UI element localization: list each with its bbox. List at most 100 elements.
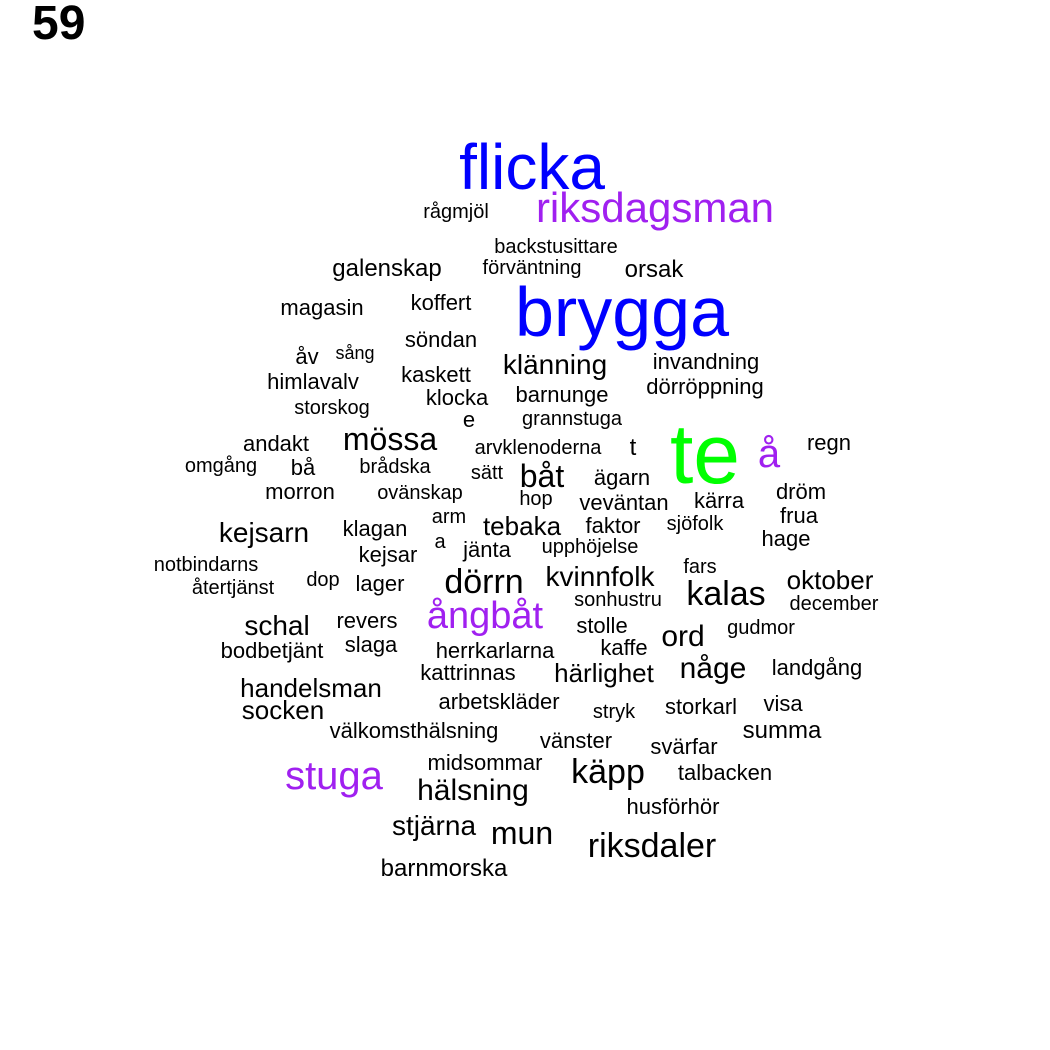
cloud-word-klagan: klagan	[342, 516, 408, 541]
cloud-word-riksdagsman: riksdagsman	[535, 184, 775, 231]
cloud-word-revers: revers	[336, 608, 398, 633]
cloud-word-sjöfolk: sjöfolk	[666, 513, 724, 535]
cloud-word-tebaka: tebaka	[482, 511, 562, 541]
cloud-word-kärra: kärra	[693, 488, 745, 513]
cloud-word-kvinnfolk: kvinnfolk	[545, 561, 655, 592]
cloud-word-jänta: jänta	[463, 537, 511, 562]
cloud-word-vänster: vänster	[539, 728, 613, 753]
cloud-word-åv: åv	[295, 344, 319, 369]
cloud-word-stolle: stolle	[576, 613, 628, 638]
cloud-word-herrkarlarna: herrkarlarna	[435, 638, 555, 663]
cloud-word-koffert: koffert	[410, 290, 472, 315]
cloud-word-orsak: orsak	[624, 256, 684, 283]
cloud-word-sonhustru: sonhustru	[574, 589, 662, 611]
cloud-word-schal: schal	[244, 610, 310, 641]
cloud-word-frua: frua	[780, 503, 818, 528]
cloud-word-brygga: brygga	[514, 273, 730, 351]
cloud-word-återtjänst: återtjänst	[191, 577, 275, 599]
cloud-word-faktor: faktor	[585, 513, 641, 538]
cloud-word-talbacken: talbacken	[677, 760, 773, 785]
cloud-word-mössa: mössa	[342, 421, 438, 457]
cloud-word-galenskap: galenskap	[332, 255, 442, 282]
cloud-word-midsommar: midsommar	[427, 750, 543, 775]
cloud-word-hage: hage	[761, 526, 811, 551]
cloud-word-sätt: sätt	[470, 462, 504, 484]
cloud-word-förväntning: förväntning	[482, 257, 582, 279]
cloud-word-ord: ord	[661, 620, 705, 653]
cloud-word-dröm: dröm	[775, 479, 827, 504]
cloud-word-veväntan: veväntan	[579, 490, 669, 515]
cloud-word-hälsning: hälsning	[417, 774, 529, 807]
cloud-word-å: å	[757, 432, 781, 476]
cloud-word-grannstuga: grannstuga	[521, 408, 623, 430]
cloud-word-notbindarns: notbindarns	[153, 554, 259, 576]
cloud-word-e: e	[462, 407, 476, 432]
cloud-word-summa: summa	[742, 717, 822, 744]
cloud-word-storkarl: storkarl	[664, 694, 738, 719]
cloud-word-himlavalv: himlavalv	[267, 369, 359, 394]
cloud-word-rågmjöl: rågmjöl	[423, 201, 489, 223]
cloud-word-välkomsthälsning: välkomsthälsning	[329, 718, 499, 743]
cloud-word-klocka: klocka	[425, 385, 489, 410]
cloud-word-bå: bå	[290, 455, 316, 480]
cloud-word-kaskett: kaskett	[401, 362, 471, 387]
cloud-word-arvklenoderna: arvklenoderna	[474, 437, 602, 459]
cloud-word-a: a	[434, 531, 446, 553]
cloud-word-båt: båt	[519, 458, 565, 494]
cloud-word-stryk: stryk	[592, 701, 636, 723]
cloud-word-te: te	[669, 407, 741, 501]
cloud-word-arbetskläder: arbetskläder	[438, 689, 560, 714]
cloud-word-käpp: käpp	[571, 753, 645, 791]
cloud-word-landgång: landgång	[771, 655, 863, 680]
cloud-word-visa: visa	[763, 691, 803, 716]
cloud-word-fars: fars	[683, 556, 717, 578]
cloud-word-dörrn: dörrn	[444, 563, 524, 601]
cloud-word-husförhör: husförhör	[626, 794, 720, 819]
cloud-word-regn: regn	[806, 430, 852, 455]
cloud-word-slaga: slaga	[344, 632, 398, 657]
cloud-word-kaffe: kaffe	[600, 635, 648, 660]
cloud-word-stuga: stuga	[285, 754, 383, 798]
cloud-word-gudmor: gudmor	[727, 617, 795, 639]
cloud-word-ovänskap: ovänskap	[377, 482, 463, 504]
cloud-word-barnmorska: barnmorska	[380, 855, 508, 882]
cloud-word-bodbetjänt: bodbetjänt	[220, 638, 324, 663]
cloud-word-lager: lager	[355, 571, 405, 596]
cloud-word-socken: socken	[241, 695, 325, 725]
cloud-word-t: t	[629, 434, 637, 461]
cloud-word-upphöjelse: upphöjelse	[541, 536, 639, 558]
cloud-word-andakt: andakt	[242, 431, 310, 456]
cloud-word-kejsar: kejsar	[358, 542, 418, 567]
cloud-word-dop: dop	[306, 569, 340, 591]
panel-number: 59	[32, 0, 86, 50]
cloud-word-omgång: omgång	[184, 455, 258, 477]
cloud-word-dörröppning: dörröppning	[646, 374, 764, 399]
cloud-word-morron: morron	[265, 479, 335, 504]
cloud-word-stjärna: stjärna	[391, 810, 477, 841]
cloud-word-klänning: klänning	[502, 349, 608, 380]
cloud-word-december: december	[789, 593, 879, 615]
cloud-word-sång: sång	[335, 343, 375, 363]
cloud-word-storskog: storskog	[294, 397, 370, 419]
cloud-word-svärfar: svärfar	[650, 734, 718, 759]
cloud-word-härlighet: härlighet	[554, 658, 654, 688]
cloud-word-ångbåt: ångbåt	[426, 595, 544, 637]
cloud-word-riksdaler: riksdaler	[587, 827, 717, 865]
cloud-word-oktober: oktober	[786, 565, 874, 595]
cloud-word-kattrinnas: kattrinnas	[420, 660, 516, 685]
cloud-word-söndan: söndan	[404, 327, 478, 352]
cloud-word-brådska: brådska	[359, 456, 431, 478]
cloud-word-hop: hop	[519, 488, 553, 510]
cloud-word-mun: mun	[490, 815, 554, 851]
cloud-word-kalas: kalas	[686, 575, 766, 613]
cloud-word-arm: arm	[431, 506, 467, 528]
cloud-word-flicka: flicka	[459, 131, 605, 203]
cloud-word-magasin: magasin	[280, 295, 364, 320]
cloud-word-barnunge: barnunge	[515, 382, 609, 407]
cloud-word-backstusittare: backstusittare	[494, 236, 618, 258]
cloud-word-ägarn: ägarn	[593, 465, 651, 490]
cloud-word-invandning: invandning	[652, 349, 760, 374]
cloud-word-kejsarn: kejsarn	[218, 517, 310, 548]
cloud-word-handelsman: handelsman	[240, 673, 382, 703]
